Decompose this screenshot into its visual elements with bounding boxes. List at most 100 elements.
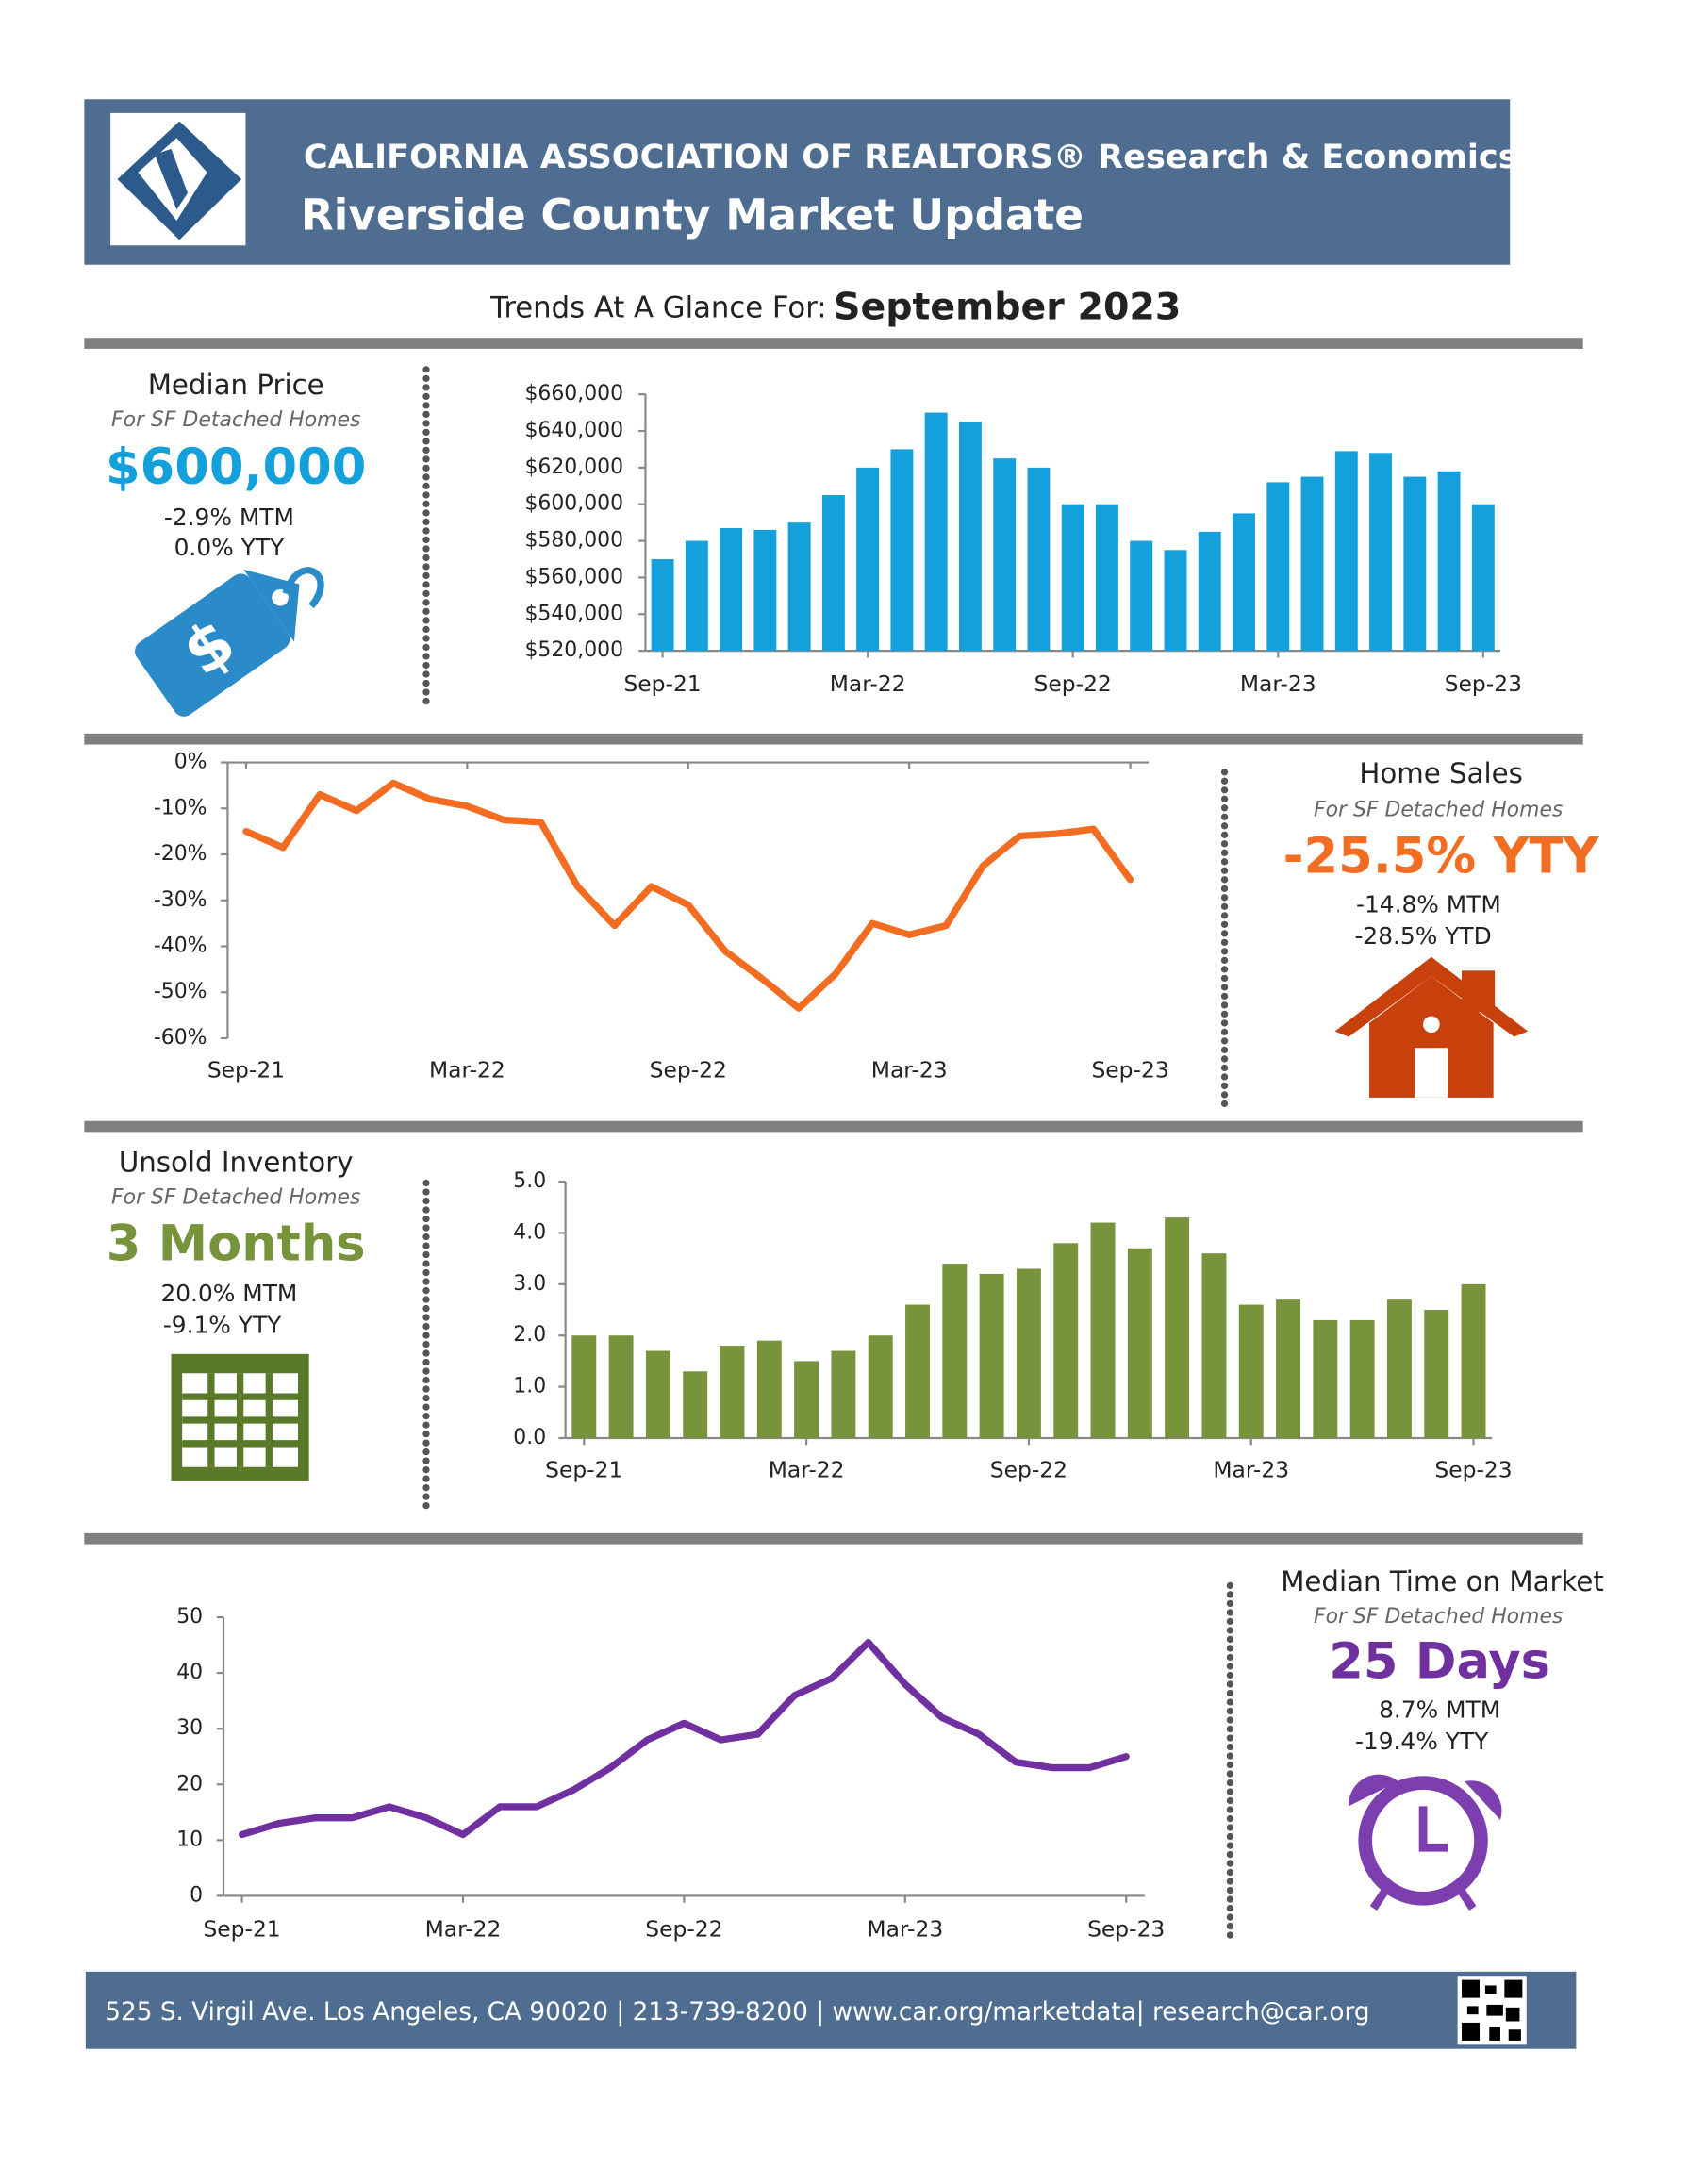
bar [1165,1217,1190,1438]
bar [979,1273,1004,1438]
bar [1403,476,1427,652]
y-tick-label: -60% [154,1026,207,1050]
x-tick-label: Mar-23 [1240,670,1316,697]
y-tick-label: 5.0 [513,1169,546,1193]
x-tick-label: Sep-22 [1034,670,1112,697]
bar [794,1361,819,1438]
x-tick-label: Sep-21 [207,1057,285,1084]
header-org: CALIFORNIA ASSOCIATION OF REALTORS® Rese… [304,138,1518,176]
bar [651,558,674,652]
y-tick-label: $520,000 [524,638,623,662]
panel-time-on-market: Median Time on Market For SF Detached Ho… [1281,1565,1604,1755]
chart: $520,000 $540,000 $560,000 $580,000 $600,000… [524,382,1522,697]
trend-line: Trends At A Glance For: September 2023 [489,285,1181,328]
y-tick-label: $580,000 [524,529,623,553]
panel-headline: $600,000 [106,438,366,496]
footer-contact: 525 S. Virgil Ave. Los Angeles, CA 90020… [105,1998,1369,2027]
bar [1266,482,1290,652]
bar [756,1340,782,1438]
bar [1061,504,1084,652]
line-series [238,1639,1130,1839]
x-tick-label: Sep-23 [1087,1915,1165,1942]
bar [1369,453,1393,652]
x-tick-label: Mar-22 [429,1057,505,1084]
bar [720,527,743,652]
panel-headline: 3 Months [107,1215,366,1272]
bar [1201,1253,1227,1438]
y-tick-label: 30 [176,1716,203,1740]
panel-subtitle: For SF Detached Homes [1314,799,1563,822]
calendar-icon [171,1353,309,1481]
panel-stat: -14.8% MTM [1356,891,1501,918]
alarm-clock-icon [1349,1774,1502,1911]
y-tick-label: 10 [176,1828,203,1851]
chart: 0.0 1.0 2.0 3.0 4.0 5.0 Sep-21 Mar-22 Sep-22 Mar-… [513,1169,1512,1483]
bar [1096,504,1118,652]
bar [1027,467,1051,652]
bar [1300,476,1324,652]
y-tick-label: 1.0 [513,1375,546,1398]
y-tick-label: $660,000 [524,382,623,405]
bar [868,1335,893,1438]
bar [1127,1248,1152,1438]
x-tick-label: Mar-22 [830,670,906,697]
y-tick-label: 0% [174,751,207,774]
x-tick-label: Mar-23 [867,1915,943,1942]
panel-subtitle: For SF Detached Homes [111,1186,360,1210]
panel-title: Unsold Inventory [119,1147,354,1179]
bar [942,1264,968,1438]
bar [1130,540,1153,652]
panel-median-price: Median Price For SF Detached Homes $600,… [106,369,366,561]
bar [1437,471,1461,652]
bar [905,1304,930,1438]
bar [958,422,982,652]
panel-stat: -9.1% YTY [163,1312,282,1339]
panel-title: Home Sales [1359,757,1522,789]
bar [1424,1310,1449,1438]
x-tick-label: Sep-22 [990,1457,1067,1483]
x-tick-label: Sep-22 [650,1057,727,1084]
bar [1164,550,1187,652]
panel-stat: 0.0% YTY [174,534,285,561]
bar [1334,451,1358,652]
bar [831,1350,856,1438]
panel-home-sales: Home Sales For SF Detached Homes -25.5% … [1283,757,1600,950]
bar [1386,1299,1412,1438]
bar [1053,1243,1079,1438]
panel-title: Median Price [148,369,324,401]
bar [753,529,777,652]
y-tick-label: -30% [154,888,207,912]
bar [1471,504,1495,652]
x-tick-label: Mar-22 [769,1457,845,1483]
y-tick-label: $640,000 [524,419,623,442]
panel-stat: -19.4% YTY [1355,1728,1489,1755]
y-tick-label: $620,000 [524,455,623,479]
y-tick-label: -20% [154,842,207,866]
bar [608,1335,634,1438]
bar [1349,1319,1375,1438]
y-tick-label: 40 [176,1661,203,1684]
separators [84,338,1583,1545]
bar [685,540,708,652]
y-tick-label: -40% [154,935,207,958]
bar [1461,1283,1486,1438]
panel-inventory: Unsold Inventory For SF Detached Homes 3… [107,1147,366,1339]
dotted-dividers [422,366,1234,1941]
line-series [242,779,1134,1012]
trend-prefix: Trends At A Glance For: [489,291,827,324]
bar [1198,531,1221,652]
bar [1276,1299,1301,1438]
house-icon [1334,956,1529,1098]
qr-code [1457,1976,1527,2045]
panel-stat: 20.0% MTM [160,1280,297,1307]
bar [1090,1222,1116,1438]
panel-stat: -28.5% YTD [1354,922,1491,950]
bar [856,467,880,652]
bar [720,1346,745,1438]
y-tick-label: $560,000 [524,565,623,588]
x-tick-label: Sep-23 [1434,1457,1512,1483]
header-title: Riverside County Market Update [301,190,1084,240]
chart: 0 10 20 30 40 50 Sep-21 Mar-22 Sep-22 Mar-23 Sep-2… [176,1605,1165,1942]
y-tick-label: -10% [154,796,207,819]
